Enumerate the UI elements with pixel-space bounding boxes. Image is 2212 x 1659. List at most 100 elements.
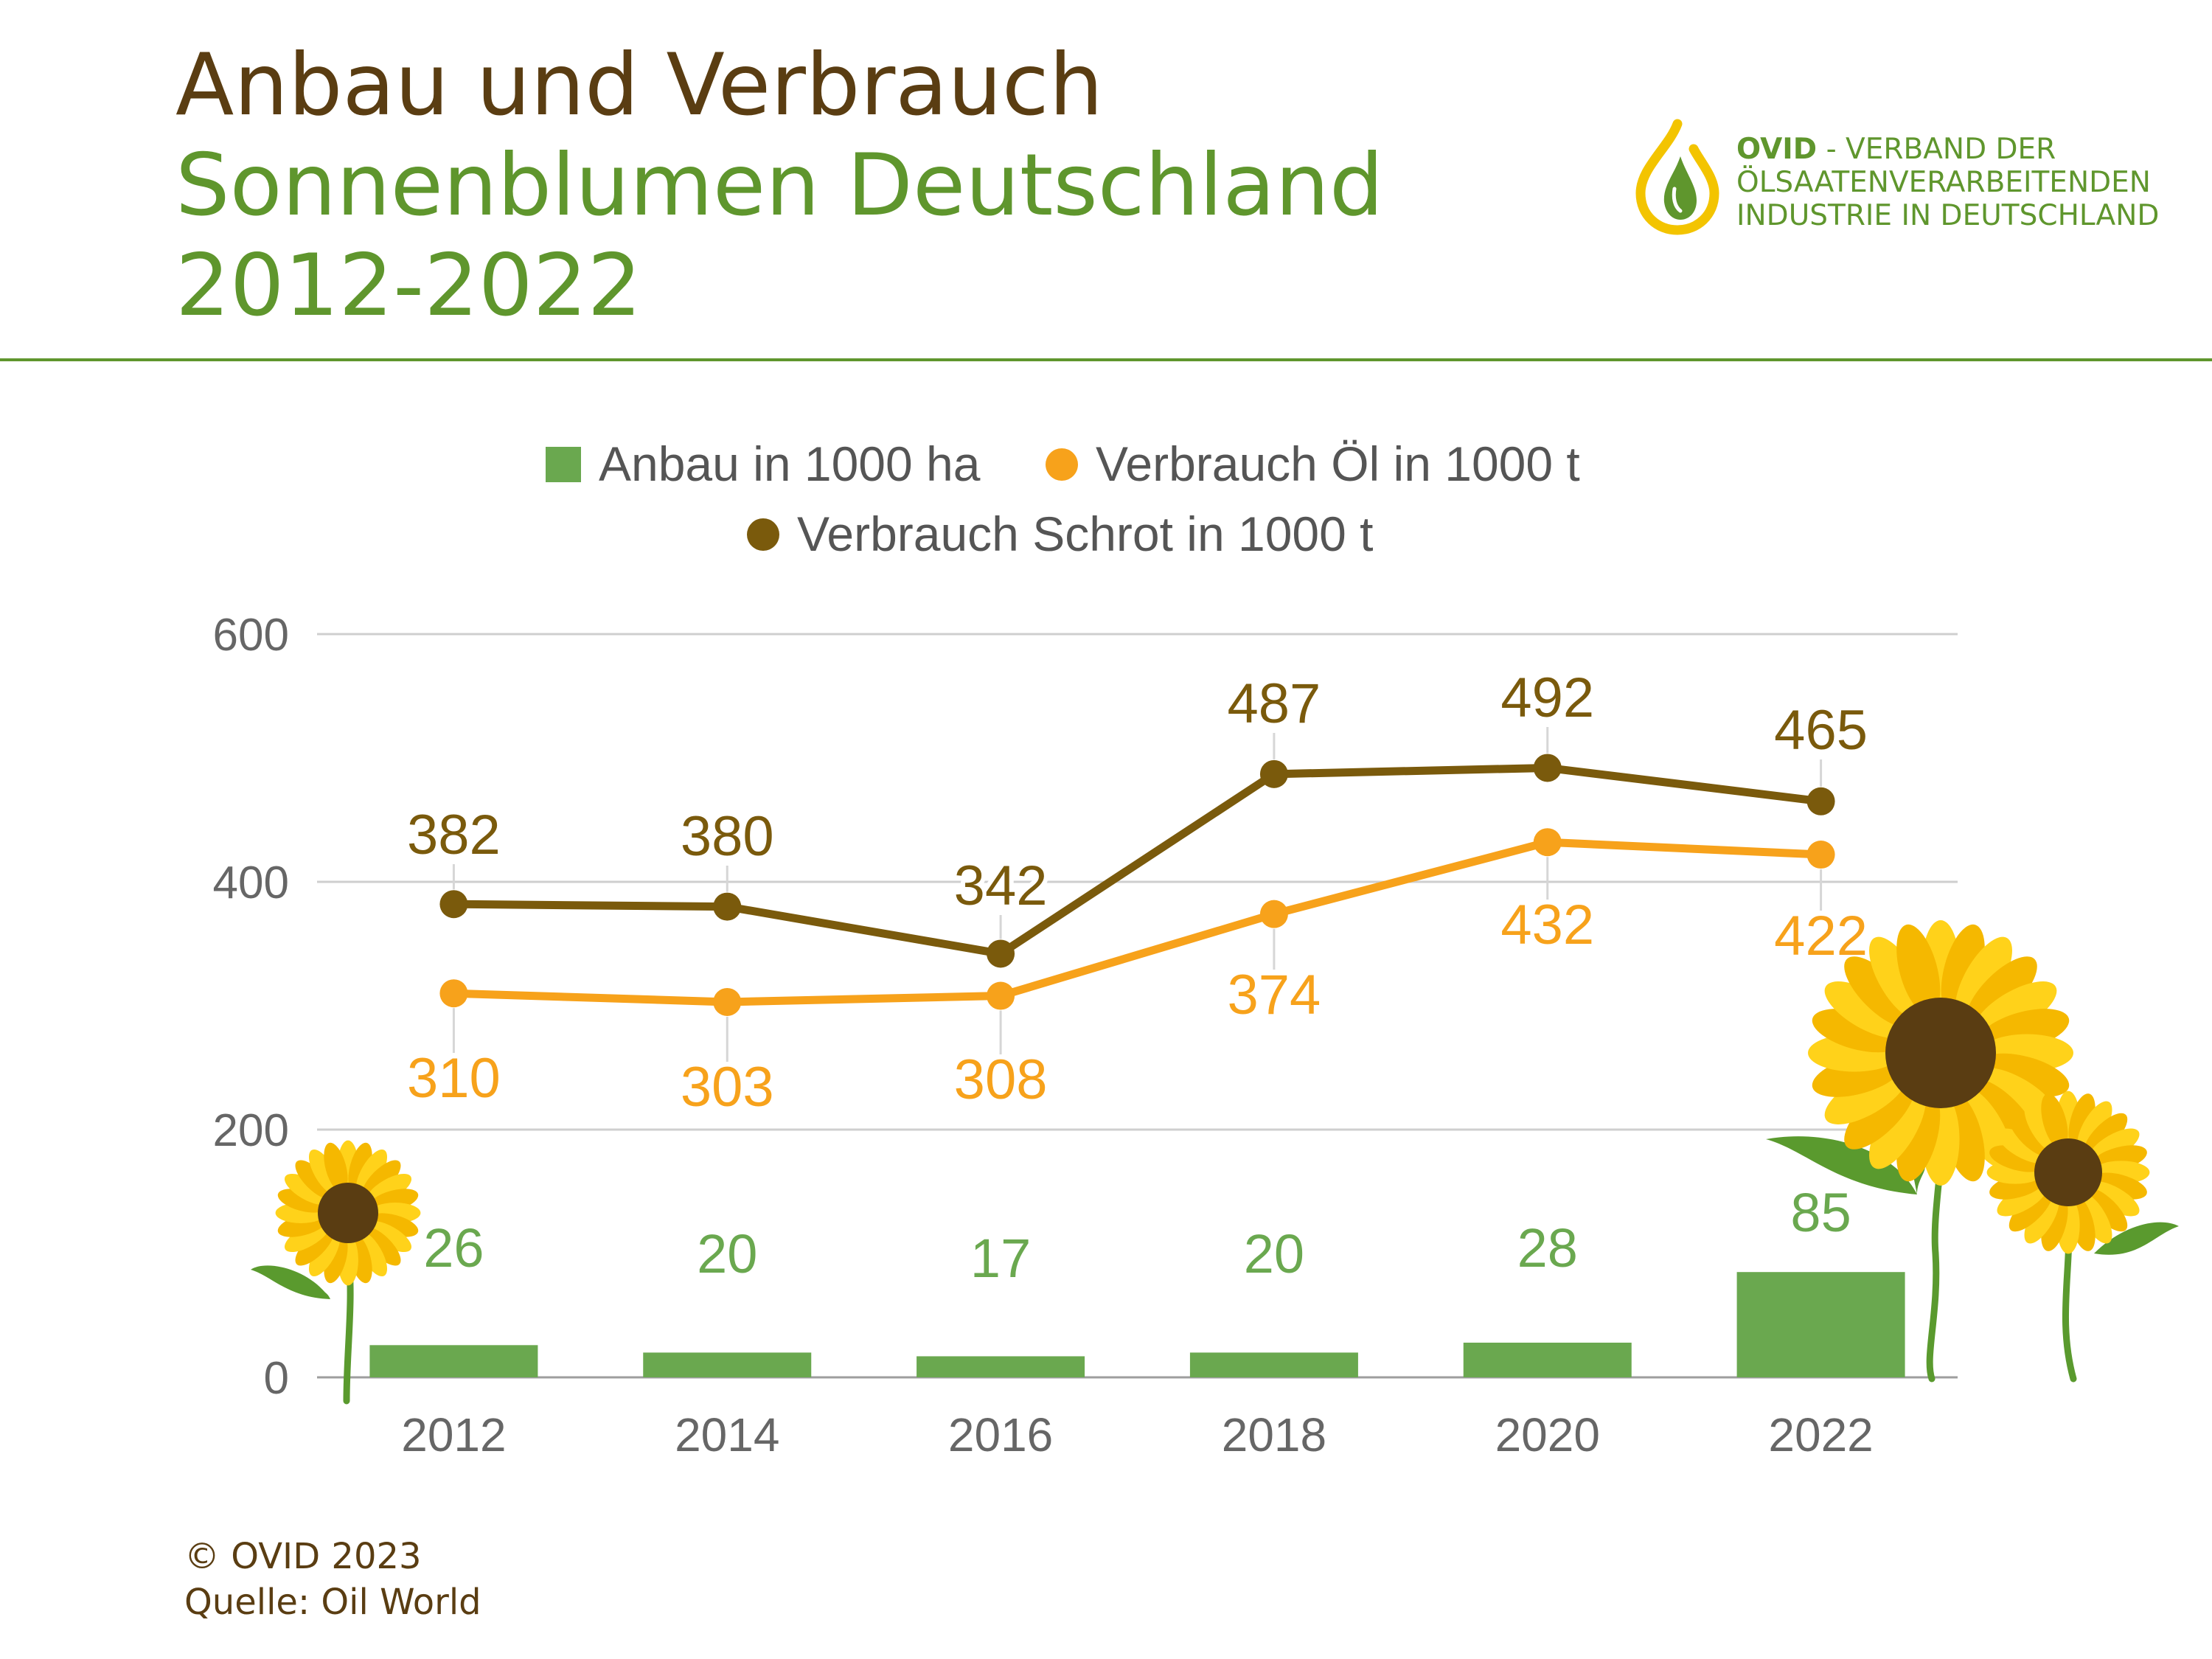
y-tick-label: 400 — [213, 858, 289, 908]
meal-point — [713, 892, 742, 921]
legend-swatch-oil — [1046, 448, 1078, 481]
oil-point — [1533, 828, 1562, 857]
bar-value-label-halo: 20 — [1244, 1223, 1304, 1284]
logo-line3: INDUSTRIE IN DEUTSCHLAND — [1736, 199, 2160, 232]
petal — [295, 1160, 335, 1200]
oil-line — [449, 838, 1826, 1006]
petal — [284, 1173, 330, 1206]
meal-value-label-halo: 342 — [954, 855, 1048, 917]
x-tick-label: 2016 — [948, 1408, 1053, 1461]
bar — [1189, 1352, 1358, 1377]
petal — [1844, 1078, 1916, 1150]
bar-value-label-halo: 17 — [970, 1228, 1031, 1289]
meal-point — [987, 939, 1015, 968]
source-text: Quelle: Oil World — [184, 1582, 481, 1623]
header-divider — [0, 358, 2212, 361]
oil-point — [439, 979, 468, 1008]
sunflower-leaf — [2094, 1222, 2179, 1255]
bar-value-label-halo: 20 — [697, 1223, 757, 1284]
petal — [2008, 1113, 2053, 1157]
oil-value-label: 432 — [1500, 894, 1594, 956]
petal — [1955, 936, 2012, 1020]
flower-center — [1885, 998, 1996, 1108]
petal — [1966, 956, 2037, 1028]
bar-value-label: 26 — [423, 1217, 484, 1279]
sunflower-big-icon — [1808, 920, 2073, 1186]
oil-value-label: 308 — [954, 1048, 1048, 1111]
sunflower-left-icon — [275, 1140, 421, 1286]
logo-line2: ÖLSAATENVERARBEITENDEN — [1736, 166, 2151, 199]
meal-point — [439, 890, 468, 919]
bar-value-label: 20 — [1244, 1223, 1304, 1284]
footer: © OVID 2023 Quelle: Oil World — [184, 1534, 481, 1625]
y-tick-label: 0 — [264, 1353, 289, 1404]
petal — [2024, 1192, 2059, 1244]
petal — [1844, 956, 1916, 1028]
legend-label-anbau: Anbau in 1000 ha — [599, 437, 981, 491]
x-tick-label: 2020 — [1495, 1408, 1600, 1461]
meal-value-label-halo: 487 — [1228, 672, 1321, 735]
ovid-logo: OVID - VERBAND DER ÖLSAATENVERARBEITENDE… — [1626, 118, 2194, 236]
oil-value-label-halo: 308 — [954, 1048, 1048, 1111]
x-tick-label: 2018 — [1222, 1408, 1326, 1461]
bar-value-label-halo: 26 — [423, 1217, 484, 1279]
petal — [2088, 1181, 2140, 1217]
meal-value-label-halo: 380 — [681, 805, 774, 868]
petal — [355, 1149, 388, 1195]
logo-line1: - VERBAND DER — [1817, 133, 2056, 166]
legend-swatch-anbau — [546, 447, 581, 482]
logo-brand: OVID — [1736, 133, 1818, 166]
meal-value-label: 380 — [681, 805, 774, 868]
oil-point — [713, 987, 742, 1016]
petal — [2008, 1188, 2053, 1232]
petal — [361, 1160, 401, 1200]
legend-swatch-meal — [747, 518, 779, 551]
oil-drop-icon — [1635, 119, 1719, 235]
bar — [1736, 1272, 1905, 1377]
x-tick-label: 2014 — [675, 1408, 779, 1461]
copyright-text: © OVID 2023 — [184, 1536, 422, 1577]
logo-text: OVID - VERBAND DER ÖLSAATENVERARBEITENDE… — [1736, 133, 2159, 232]
petal — [1824, 981, 1907, 1038]
meal-value-label-halo: 382 — [407, 804, 501, 866]
oil-value-label: 310 — [407, 1047, 501, 1110]
sunflower-leaf — [251, 1265, 330, 1299]
petal — [366, 1220, 412, 1253]
petal — [1869, 1086, 1926, 1169]
petal — [308, 1231, 341, 1277]
page-subtitle: Sonnenblumen Deutschland — [175, 136, 1384, 235]
oil-point — [1806, 841, 1835, 869]
meal-value-label: 487 — [1228, 672, 1321, 735]
bar-value-label-halo: 28 — [1517, 1217, 1578, 1279]
oil-value-label-halo: 432 — [1500, 894, 1594, 956]
sunflower-leaf — [1766, 1136, 1917, 1194]
oil-value-label: 303 — [681, 1056, 774, 1119]
legend-label-meal: Verbrauch Schrot in 1000 t — [797, 507, 1374, 561]
petal — [361, 1226, 401, 1266]
bar-value-label-halo: 85 — [1790, 1182, 1851, 1243]
oil-point — [1259, 900, 1288, 928]
x-tick-label: 2022 — [1768, 1408, 1873, 1461]
meal-value-label-halo: 492 — [1500, 667, 1594, 729]
meal-line — [449, 763, 1826, 958]
meal-point — [1533, 754, 1562, 782]
oil-value-label-halo: 374 — [1228, 964, 1321, 1026]
bar-value-label: 20 — [697, 1223, 757, 1284]
x-tick-label: 2012 — [401, 1408, 506, 1461]
bar — [1463, 1342, 1632, 1377]
meal-point — [1806, 787, 1835, 815]
y-tick-label: 600 — [213, 610, 289, 661]
petal — [2077, 1101, 2112, 1152]
petal — [324, 1142, 348, 1192]
flower-center — [318, 1183, 378, 1243]
oil-value-label-halo: 303 — [681, 1056, 774, 1119]
bar-value-label: 85 — [1790, 1182, 1851, 1243]
meal-value-label: 465 — [1774, 699, 1868, 762]
petal — [2041, 1093, 2068, 1150]
oil-value-label: 374 — [1228, 964, 1321, 1026]
meal-value-label-halo: 465 — [1774, 699, 1868, 762]
bar — [643, 1352, 812, 1377]
petal — [1896, 924, 1941, 1015]
bar-value-label: 28 — [1517, 1217, 1578, 1279]
